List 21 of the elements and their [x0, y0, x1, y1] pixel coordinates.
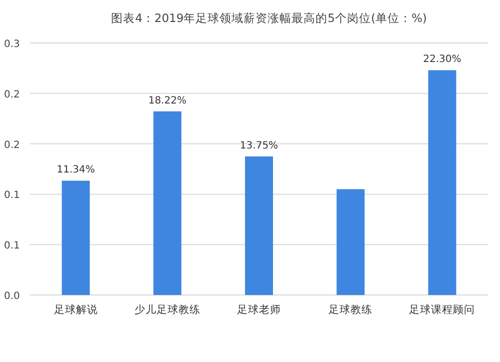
bar [62, 180, 90, 295]
chart-title: 图表4：2019年足球领域薪资涨幅最高的5个岗位(单位：%) [111, 11, 427, 25]
data-label: 22.30% [423, 54, 462, 66]
y-tick-label: 0.1 [4, 190, 20, 202]
y-tick-label: 0.2 [4, 89, 20, 100]
bar [245, 156, 273, 295]
x-tick-label: 足球解说 [54, 303, 98, 316]
data-label: 18.22% [148, 95, 186, 106]
x-tick-label: 少儿足球教练 [134, 303, 200, 316]
bar [428, 70, 456, 295]
y-tick-label: 0.2 [4, 140, 20, 151]
x-tick-label: 足球课程顾问 [409, 303, 476, 316]
x-tick-label: 足球教练 [328, 303, 373, 316]
y-tick-label: 0.0 [4, 291, 20, 302]
y-tick-label: 0.3 [4, 39, 20, 50]
bar [336, 189, 365, 295]
bar [153, 111, 182, 295]
x-tick-label: 足球老师 [237, 303, 281, 316]
data-label: 11.34% [56, 164, 95, 176]
data-label: 13.75% [240, 140, 278, 152]
y-tick-label: 0.1 [4, 240, 20, 252]
